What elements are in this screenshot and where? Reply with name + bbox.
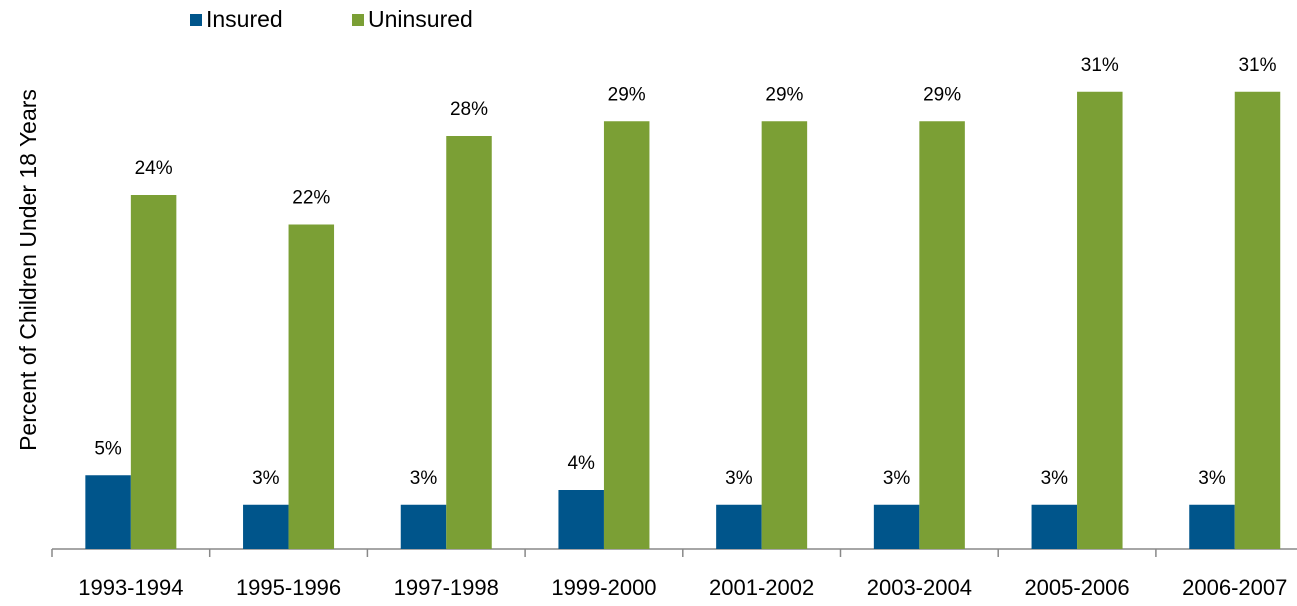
legend-swatch [190, 14, 202, 26]
bar [1031, 504, 1078, 549]
bar [288, 224, 335, 549]
data-label: 22% [292, 188, 330, 209]
data-label: 5% [94, 438, 122, 459]
x-tick-label: 1993-1994 [78, 575, 183, 600]
data-label: 29% [608, 84, 646, 105]
bar [716, 504, 762, 549]
x-tick-label: 2001-2002 [709, 575, 814, 600]
bar [446, 136, 492, 549]
data-label: 28% [450, 99, 488, 120]
bar [1189, 504, 1235, 549]
legend-label: Insured [206, 6, 283, 32]
data-label: 3% [410, 468, 438, 489]
x-tick-label: 1995-1996 [236, 575, 341, 600]
legend-swatch [352, 14, 364, 26]
data-label: 3% [252, 468, 280, 489]
data-label: 29% [765, 84, 803, 105]
bar [558, 490, 604, 549]
data-label: 3% [1041, 468, 1069, 489]
x-tick-label: 2003-2004 [867, 575, 972, 600]
legend-label: Uninsured [368, 6, 473, 32]
data-label: 3% [1198, 468, 1226, 489]
bar [243, 504, 289, 549]
y-axis-label: Percent of Children Under 18 Years [15, 89, 41, 451]
data-label: 31% [1081, 55, 1119, 76]
bar [130, 195, 177, 549]
bar [761, 121, 808, 549]
bar [400, 504, 447, 549]
bar [1077, 91, 1123, 549]
data-label: 31% [1238, 55, 1276, 76]
bar [603, 121, 650, 549]
x-tick-label: 1997-1998 [394, 575, 499, 600]
x-tick-label: 1999-2000 [551, 575, 656, 600]
bar [919, 121, 965, 549]
data-label: 24% [135, 158, 173, 179]
x-tick-label: 2005-2006 [1024, 575, 1129, 600]
x-tick-label: 2006-2007 [1182, 575, 1287, 600]
data-label: 3% [883, 468, 911, 489]
bar [85, 475, 131, 549]
data-label: 4% [567, 453, 595, 474]
bar [873, 504, 920, 549]
bar [1234, 91, 1281, 549]
data-label: 3% [725, 468, 753, 489]
data-label: 29% [923, 84, 961, 105]
